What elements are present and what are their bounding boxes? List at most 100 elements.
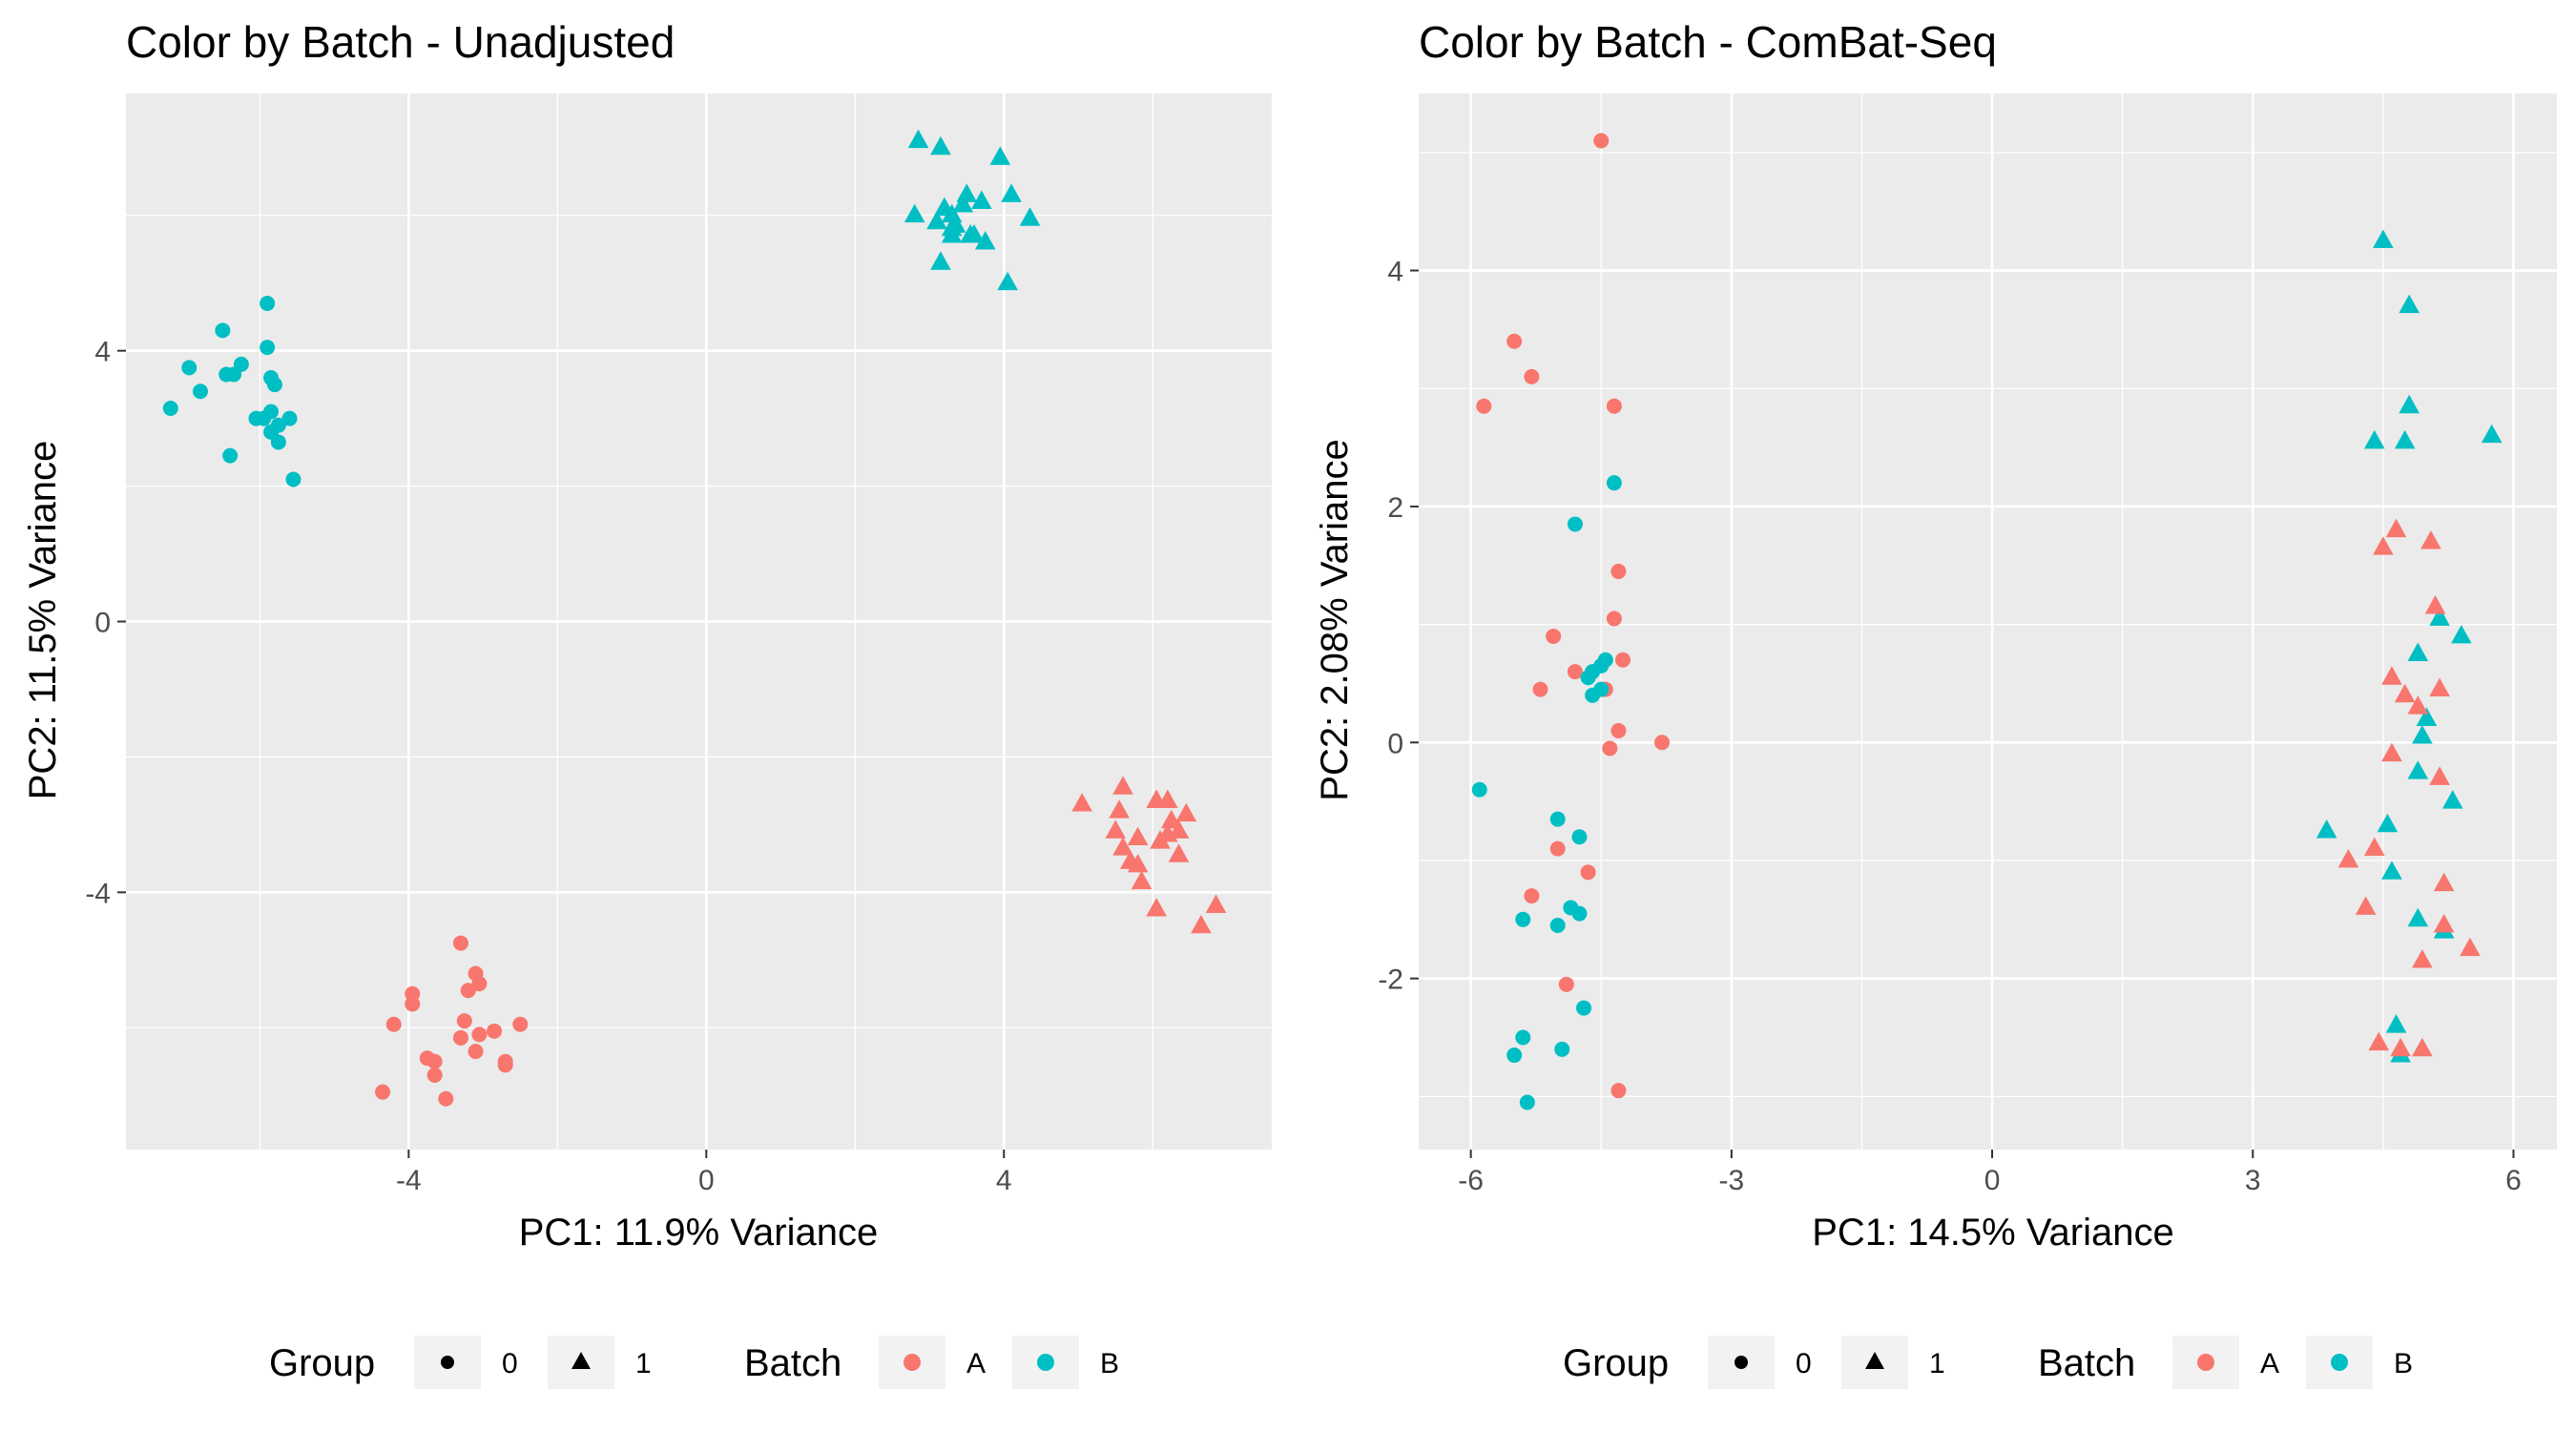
legend-key-circle [441, 1356, 454, 1369]
data-point-batch-a-group-0 [460, 983, 476, 999]
y-tick-label: 4 [94, 337, 111, 368]
data-point-batch-b-group-1 [997, 271, 1018, 291]
data-point-batch-a-group-0 [456, 1013, 472, 1029]
data-point-batch-b-group-1 [2407, 907, 2429, 927]
data-point-batch-a-group-1 [2424, 595, 2446, 614]
data-point-batch-b-group-1 [1001, 183, 1022, 202]
y-axis-title: PC2: 2.08% Variance [1314, 439, 1356, 800]
data-point-batch-b-group-1 [1019, 207, 1041, 226]
data-point-batch-a-group-1 [1071, 793, 1092, 812]
data-point-batch-b-group-0 [263, 404, 280, 420]
data-point-batch-b-group-0 [1576, 1000, 1592, 1016]
axes: -4 0 4 -4 0 4 [85, 337, 1011, 1196]
data-point-batch-a-group-1 [1131, 870, 1153, 890]
data-point-batch-b-group-1 [2381, 861, 2402, 880]
x-tick-label: 0 [1984, 1165, 2001, 1196]
y-tick-label: 0 [94, 608, 111, 639]
x-tick-label: 6 [2505, 1165, 2522, 1196]
data-point-batch-a-group-1 [2460, 937, 2481, 957]
data-point-batch-a-group-1 [1168, 843, 1190, 862]
data-point-batch-a-group-0 [1524, 888, 1540, 904]
data-point-batch-a-group-1 [2429, 766, 2450, 785]
data-point-batch-a-group-1 [2394, 683, 2416, 703]
data-point-batch-a-group-0 [1558, 976, 1574, 992]
legend-batch-label-b: B [1100, 1348, 1119, 1379]
x-tick-label: 3 [2245, 1165, 2261, 1196]
x-tick-label: 0 [698, 1165, 715, 1196]
data-point-batch-a-group-0 [1615, 652, 1631, 668]
data-point-batch-a-group-0 [1610, 1083, 1627, 1099]
data-point-batch-a-group-1 [2412, 1037, 2433, 1057]
legend-key-triangle [1865, 1352, 1884, 1369]
data-point-batch-a-group-0 [426, 1067, 443, 1083]
legend-key-batch-b [1037, 1354, 1054, 1371]
data-point-batch-a-group-1 [2373, 536, 2394, 555]
data-point-batch-a-group-0 [1610, 563, 1627, 579]
data-point-batch-b-group-1 [2399, 294, 2420, 314]
data-point-batch-a-group-0 [1532, 681, 1548, 697]
data-point-batch-a-group-1 [1146, 898, 1167, 917]
data-point-batch-a-group-0 [1506, 333, 1523, 349]
data-point-batch-b-group-1 [2416, 707, 2438, 726]
data-point-batch-b-group-1 [971, 190, 992, 209]
data-point-batch-a-group-0 [487, 1023, 503, 1039]
legend-group-title: Group [269, 1342, 375, 1384]
data-point-batch-b-group-1 [2441, 790, 2463, 809]
legend-group-label-1: 1 [1929, 1348, 1945, 1379]
data-point-batch-a-group-1 [1191, 914, 1212, 934]
data-point-batch-a-group-0 [497, 1057, 513, 1073]
data-point-batch-a-group-1 [1175, 802, 1197, 822]
data-point-batch-a-group-1 [2337, 848, 2359, 868]
data-point-batch-a-group-0 [452, 935, 468, 951]
x-tick-label: -3 [1719, 1165, 1745, 1196]
data-point-batch-a-group-1 [1109, 799, 1130, 819]
legend-group-label-0: 0 [1796, 1348, 1812, 1379]
data-point-batch-b-group-0 [1606, 475, 1622, 491]
data-point-batch-b-group-0 [162, 400, 178, 416]
data-point-batch-a-group-0 [375, 1084, 391, 1100]
legend-batch-title: Batch [744, 1342, 841, 1384]
data-point-batch-a-group-1 [1205, 894, 1227, 913]
legend-batch-label-a: A [966, 1348, 986, 1379]
x-tick-label: 4 [996, 1165, 1012, 1196]
data-point-batch-a-group-1 [2381, 742, 2402, 762]
data-point-batch-a-group-1 [2355, 896, 2377, 915]
data-point-batch-a-group-1 [2429, 677, 2450, 697]
data-point-batch-b-group-1 [952, 194, 974, 213]
data-point-batch-b-group-1 [2363, 429, 2385, 449]
x-axis-title: PC1: 14.5% Variance [1812, 1212, 2173, 1254]
data-point-batch-b-group-0 [215, 322, 231, 339]
data-point-batch-b-group-1 [974, 231, 996, 250]
panel-background [1419, 93, 2557, 1150]
data-point-batch-b-group-0 [1571, 905, 1588, 922]
legend-key-batch-a [904, 1354, 921, 1371]
data-point-batch-a-group-0 [452, 1029, 468, 1046]
data-point-batch-b-group-0 [281, 410, 298, 426]
data-point-batch-a-group-1 [2407, 695, 2429, 715]
data-point-batch-a-group-0 [438, 1090, 454, 1107]
data-point-batch-a-group-1 [2390, 1037, 2411, 1057]
data-point-batch-b-group-0 [270, 434, 286, 450]
data-point-batch-b-group-0 [192, 384, 208, 400]
plot-panel-combat-seq [1419, 93, 2557, 1150]
data-point-batch-b-group-0 [1585, 687, 1601, 703]
data-point-batch-b-group-1 [930, 135, 951, 156]
data-point-batch-b-group-1 [941, 224, 963, 243]
y-tick-label: 2 [1387, 492, 1403, 524]
data-point-batch-b-group-0 [285, 471, 301, 487]
y-tick-label: 0 [1387, 728, 1403, 759]
data-point-batch-a-group-1 [2363, 837, 2385, 857]
data-point-batch-a-group-1 [1112, 837, 1133, 856]
data-point-batch-a-group-1 [2420, 530, 2441, 550]
data-point-batch-a-group-1 [2433, 872, 2455, 892]
legend-key-batch-a [2197, 1354, 2214, 1371]
data-point-batch-b-group-1 [2412, 725, 2433, 744]
data-point-batch-b-group-0 [222, 447, 239, 464]
data-point-batch-a-group-0 [1524, 368, 1540, 384]
data-point-batch-a-group-0 [1549, 840, 1566, 857]
axes: -6 -3 0 3 6 -2 0 2 4 [1378, 257, 2521, 1196]
data-point-batch-b-group-1 [2316, 819, 2337, 839]
legend-group-label-1: 1 [635, 1348, 652, 1379]
data-point-batch-a-group-0 [1567, 664, 1583, 680]
